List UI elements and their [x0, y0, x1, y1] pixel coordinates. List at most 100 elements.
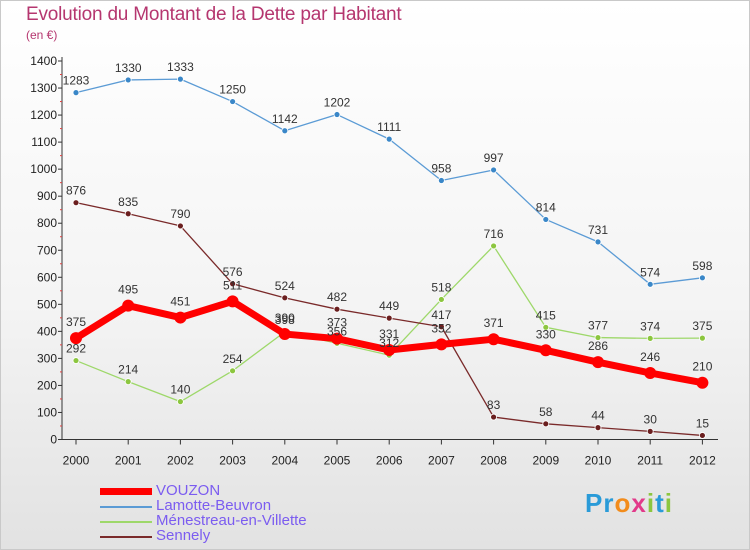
legend-label: Sennely [156, 527, 211, 544]
data-label: 312 [379, 336, 399, 350]
data-label: 518 [431, 280, 451, 294]
data-point [383, 344, 396, 357]
data-label: 876 [66, 184, 86, 198]
legend-swatch [100, 506, 152, 508]
data-label: 495 [118, 283, 138, 297]
y-tick-label: 200 [37, 378, 57, 392]
data-label: 390 [275, 311, 295, 325]
series-line [75, 245, 704, 403]
chart-title: Evolution du Montant de la Dette par Hab… [26, 4, 402, 25]
x-tick-label: 2009 [532, 454, 559, 468]
data-point [385, 314, 393, 322]
data-point [331, 332, 343, 345]
data-point [699, 274, 706, 282]
data-point [490, 242, 498, 250]
data-label: 415 [536, 308, 556, 322]
proxiti-logo: Proxiti [585, 488, 673, 519]
data-point [281, 294, 289, 302]
x-tick-label: 2006 [376, 454, 403, 468]
x-tick-label: 2005 [324, 454, 351, 468]
data-point [124, 210, 132, 218]
legend-label: Ménestreau-en-Villette [156, 512, 307, 529]
data-label: 210 [692, 360, 712, 374]
logo-letter: o [614, 488, 632, 518]
data-label: 1111 [377, 120, 401, 134]
data-point [644, 366, 657, 379]
data-point [646, 427, 654, 435]
y-tick-label: 700 [37, 243, 57, 257]
data-point [539, 344, 552, 357]
y-tick-label: 0 [50, 433, 57, 447]
data-point [229, 367, 237, 375]
y-tick-label: 300 [37, 351, 57, 365]
y-tick-label: 1200 [30, 108, 57, 122]
data-label: 1333 [167, 60, 194, 74]
x-tick-label: 2010 [585, 454, 612, 468]
data-point [229, 280, 237, 288]
y-tick-label: 400 [37, 324, 57, 338]
data-label: 482 [327, 290, 347, 304]
x-tick-label: 2008 [480, 454, 507, 468]
data-label: 417 [431, 308, 451, 322]
data-point [437, 296, 445, 303]
data-point [174, 311, 187, 324]
data-point [435, 338, 448, 351]
chart-subtitle: (en €) [26, 28, 58, 42]
data-point [333, 111, 341, 118]
data-point [646, 334, 654, 342]
data-point [594, 424, 602, 432]
logo-letter: x [631, 488, 647, 518]
data-label: 140 [170, 383, 190, 397]
data-labels-layer: 1283 1330 1333 1250 1142 1202 1111 958 997 814 731… [63, 60, 713, 430]
data-label: 598 [692, 259, 712, 273]
data-label: 214 [118, 363, 138, 377]
logo-letter: t [655, 488, 665, 518]
series-sennely [72, 199, 706, 439]
data-label: 574 [640, 265, 660, 279]
data-label: 44 [591, 409, 605, 423]
data-point [122, 299, 135, 312]
y-tick-label: 100 [37, 405, 57, 419]
x-tick-label: 2003 [219, 454, 246, 468]
series-vouzon [70, 295, 709, 389]
series-menestreau-en-villette [72, 242, 706, 406]
data-label: 576 [223, 265, 243, 279]
data-label: 254 [223, 352, 243, 366]
data-point [437, 177, 445, 184]
data-label: 524 [275, 279, 295, 293]
legend-swatch [100, 521, 152, 523]
data-label: 716 [484, 227, 504, 241]
legend-label: VOUZON [156, 482, 221, 499]
x-tick-label: 2011 [637, 454, 663, 468]
data-point [72, 199, 80, 207]
data-point [592, 356, 604, 369]
data-point [281, 127, 289, 135]
x-tick-label: 2007 [428, 454, 455, 468]
data-point [72, 357, 80, 364]
y-tick-label: 1100 [31, 135, 57, 149]
data-point [646, 280, 654, 288]
data-label: 330 [536, 327, 556, 341]
y-tick-label: 1400 [30, 54, 57, 68]
series-lamotte-beuvron [72, 75, 706, 288]
data-point [124, 76, 132, 84]
data-point [278, 328, 291, 341]
logo-letter: P [585, 488, 604, 518]
data-label: 286 [588, 339, 608, 353]
data-point [542, 323, 550, 331]
data-point [176, 75, 184, 83]
data-label: 997 [484, 151, 504, 165]
data-point [490, 413, 498, 421]
data-point [487, 333, 500, 346]
x-tick-label: 2012 [689, 454, 716, 468]
data-label: 30 [644, 412, 658, 426]
y-tick-label: 900 [37, 189, 57, 203]
series-layer [70, 75, 709, 439]
data-label: 15 [696, 416, 710, 430]
data-label: 292 [66, 342, 86, 356]
data-label: 371 [484, 316, 504, 330]
logo-letter: i [664, 488, 673, 518]
data-point [699, 432, 706, 439]
